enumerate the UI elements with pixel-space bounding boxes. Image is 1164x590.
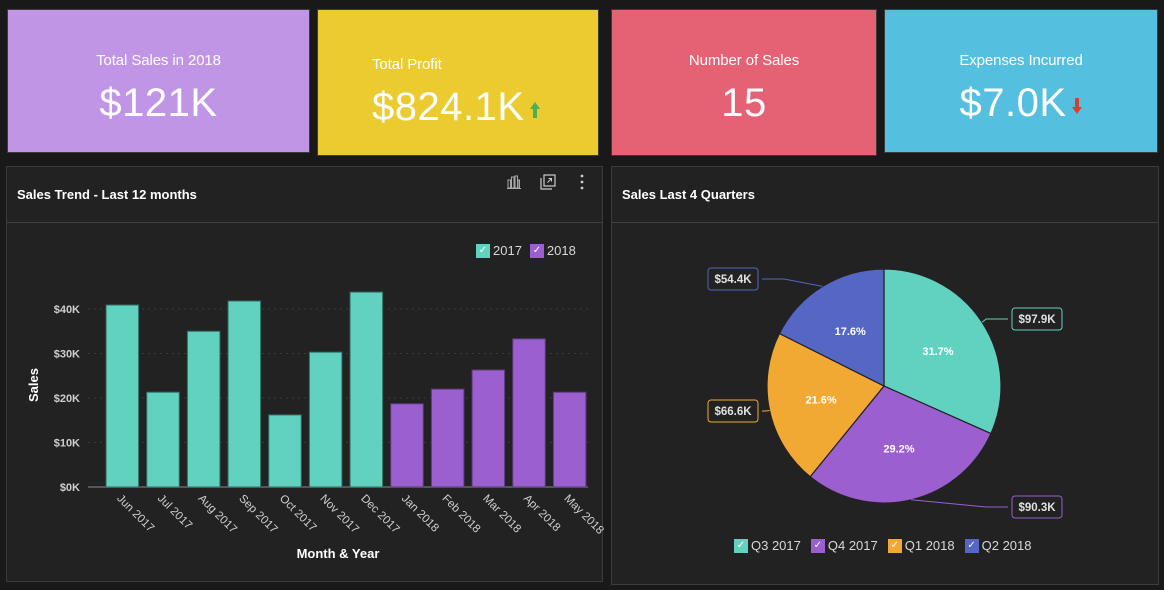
legend-checkbox-icon: ✓: [810, 538, 825, 553]
sales-quarters-panel: Sales Last 4 Quarters ✓ Q3 2017 ✓ Q4 201…: [611, 166, 1159, 585]
kpi-label: Total Sales in 2018: [96, 52, 221, 69]
popout-button[interactable]: [538, 173, 558, 191]
legend-checkbox-icon: ✓: [964, 538, 979, 553]
kpi-label: Total Profit: [372, 56, 442, 73]
panel-title: Sales Last 4 Quarters: [622, 187, 755, 202]
sales-trend-panel: Sales Trend - Last 12 months: [6, 166, 603, 582]
kpi-value: 15: [721, 81, 767, 125]
legend-item-q3-2017[interactable]: ✓ Q3 2017: [734, 538, 801, 553]
kpi-value: $121K: [99, 81, 218, 125]
panel-toolbar: [504, 173, 592, 191]
legend-item-2018[interactable]: ✓ 2018: [529, 243, 576, 258]
legend-item-q1-2018[interactable]: ✓ Q1 2018: [887, 538, 955, 553]
legend-label: Q2 2018: [981, 538, 1032, 553]
legend-label: Q1 2018: [904, 538, 955, 553]
legend-item-q4-2017[interactable]: ✓ Q4 2017: [810, 538, 878, 553]
panel-header: Sales Trend - Last 12 months: [7, 167, 602, 223]
legend-checkbox-icon: ✓: [476, 243, 490, 258]
legend-label: Q4 2017: [827, 538, 878, 553]
trend-up-icon: [529, 101, 540, 118]
chart-type-icon: [507, 175, 521, 189]
legend-checkbox-icon: ✓: [529, 243, 544, 258]
more-options-button[interactable]: [572, 173, 592, 191]
bar-legend: ✓ 2017 ✓ 2018: [476, 243, 576, 258]
trend-down-icon: [1071, 97, 1082, 114]
kpi-label: Number of Sales: [688, 52, 800, 69]
chart-type-button[interactable]: [504, 173, 524, 191]
kpi-label: Expenses Incurred: [959, 52, 1083, 69]
popout-icon: [540, 174, 556, 190]
pie-legend: ✓ Q3 2017 ✓ Q4 2017 ✓ Q1 2018 ✓ Q2 2018: [734, 538, 1032, 553]
more-options-icon: [580, 174, 584, 190]
legend-checkbox-icon: ✓: [734, 538, 748, 553]
kpi-total-sales: Total Sales in 2018 $121K: [7, 9, 310, 153]
legend-label: Q3 2017: [751, 538, 801, 553]
legend-checkbox-icon: ✓: [887, 538, 902, 553]
kpi-total-profit: Total Profit $824.1K: [317, 9, 599, 156]
panel-header: Sales Last 4 Quarters: [612, 167, 1158, 223]
kpi-value: $824.1K: [372, 85, 525, 129]
panel-title: Sales Trend - Last 12 months: [17, 187, 197, 202]
legend-label: 2017: [493, 243, 522, 258]
kpi-value: $7.0K: [959, 81, 1067, 125]
legend-item-2017[interactable]: ✓ 2017: [476, 243, 522, 258]
legend-label: 2018: [546, 243, 576, 258]
legend-item-q2-2018[interactable]: ✓ Q2 2018: [964, 538, 1032, 553]
kpi-number-of-sales: Number of Sales 15: [611, 9, 877, 156]
kpi-expenses-incurred: Expenses Incurred $7.0K: [884, 9, 1158, 153]
